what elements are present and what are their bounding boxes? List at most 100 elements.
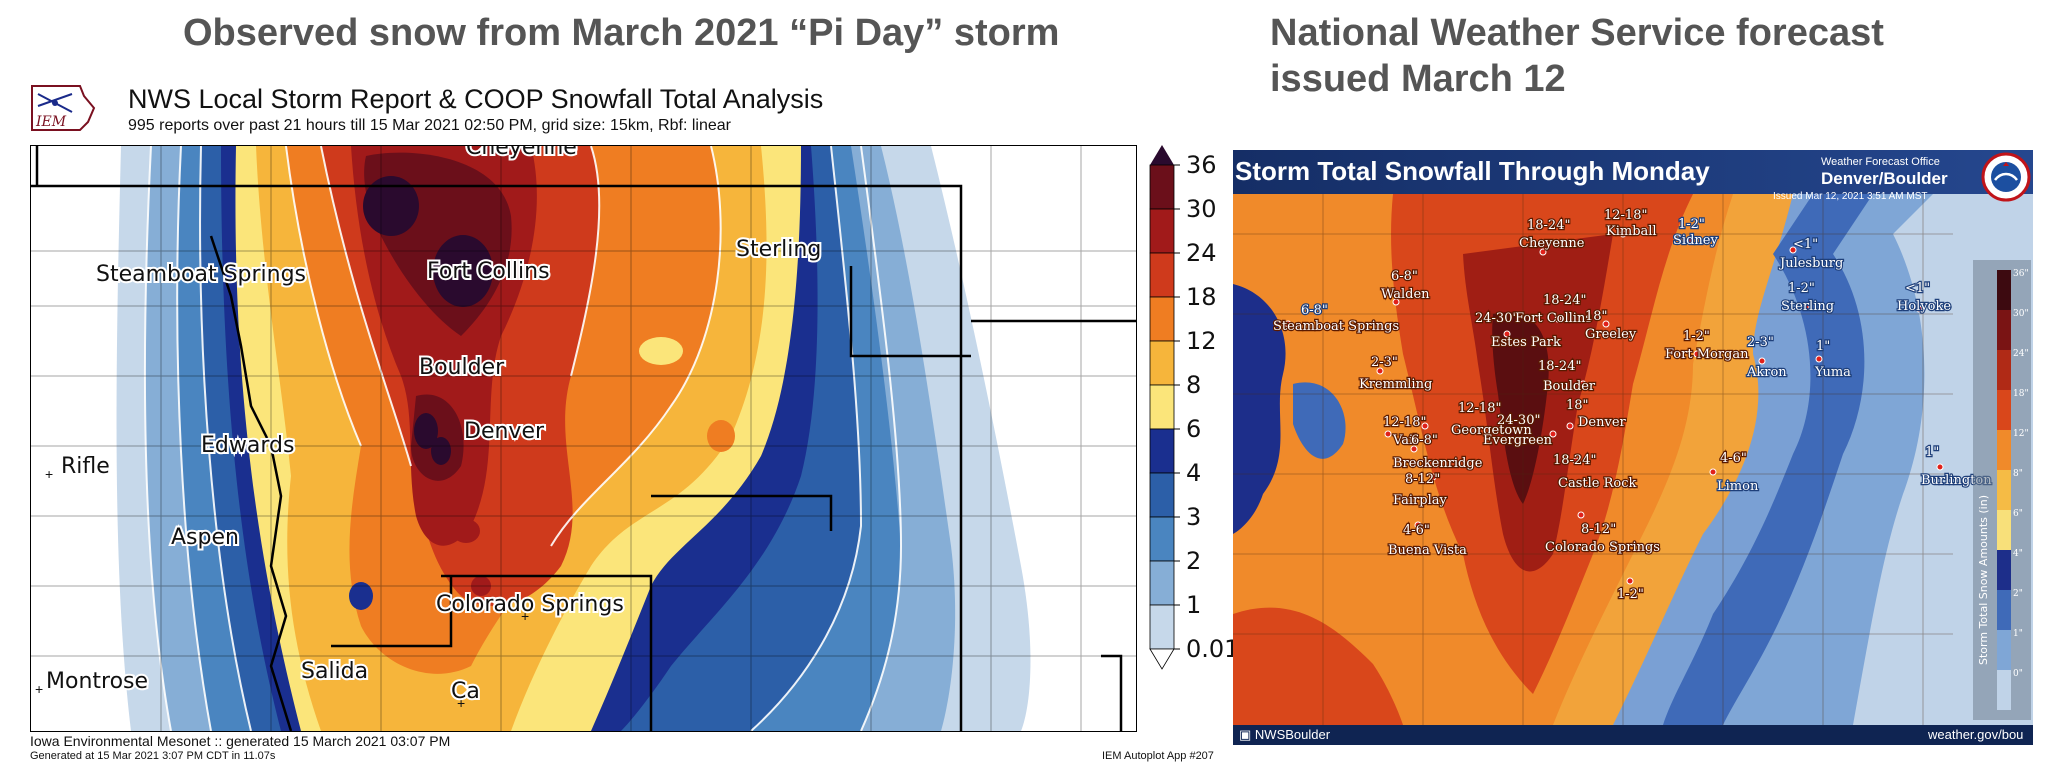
fc-limon: Limon [1717,479,1759,494]
right-heading-line1: National Weather Service forecast [1270,12,1884,54]
fc-georgetown-amt: 12-18" [1458,401,1501,416]
forecast-legend-label: 6" [2013,509,2023,519]
forecast-legend-label: 36" [2013,269,2029,279]
forecast-legend-title: Storm Total Snow Amounts (in) [1977,495,1990,665]
fc-fort-collins: Fort Collins [1515,311,1592,326]
city-ca: Ca [451,679,480,704]
forecast-legend-label: 0" [2013,669,2023,679]
forecast-legend-swatch [1997,390,2011,430]
fc-fort-morgan: Fort Morgan [1665,347,1749,362]
fc-sterling-amt: 1-2" [1788,281,1815,296]
colorbar-swatch [1149,560,1175,606]
city-aspen: Aspen [171,525,239,550]
fc-fort-morgan-amt: 1-2" [1683,329,1710,344]
fc-georgetown: Georgetown [1451,423,1532,438]
city-salida: Salida [301,659,368,684]
forecast-legend-swatch [1997,430,2011,470]
forecast-banner: Storm Total Snowfall Through Monday Weat… [1233,150,2033,194]
right-heading-line2: issued March 12 [1270,58,1566,100]
left-heading: Observed snow from March 2021 “Pi Day” s… [183,12,1060,54]
city-denver: Denver [464,419,545,444]
fc-sterling: Sterling [1781,299,1834,314]
colorbar-swatches [1149,145,1175,670]
city-steamboat-springs: Steamboat Springs [96,262,306,287]
colorbar-swatch [1149,516,1175,562]
fc-breckenridge: Breckenridge [1393,456,1483,471]
fc-yuma-amt: 1" [1816,339,1830,354]
fc-buena-amt: 4-6" [1403,523,1430,538]
fc-yuma: Yuma [1814,365,1851,380]
colorbar-label: 4 [1186,459,1201,487]
colorbar-swatch [1149,604,1175,650]
city-cheyenne: Cheyenne [466,146,577,160]
svg-text:+: + [45,466,53,482]
colorbar-label: 36 [1186,151,1217,179]
forecast-legend-label: 8" [2013,469,2023,479]
left-footer-generated: Iowa Environmental Mesonet :: generated … [30,733,451,749]
fc-limon-amt: 4-6" [1720,451,1747,466]
colorbar-swatch [1149,252,1175,298]
fc-kremmling: Kremmling [1359,377,1432,392]
fc-boulder: Boulder [1543,379,1596,394]
forecast-legend-label: 12" [2013,429,2029,439]
forecast-issued: Issued Mar 12, 2021 3:51 AM MST [1773,191,1928,202]
observed-snowfall-map: Cheyenne Sterling Steamboat Springs Fort… [30,145,1137,732]
colorbar-label: 2 [1186,547,1201,575]
forecast-legend-label: 30" [2013,309,2029,319]
colorbar-swatch [1149,208,1175,254]
fc-south-amt: 1-2" [1617,587,1644,602]
fc-steamboat: Steamboat Springs [1273,319,1399,334]
colorbar-swatch [1149,384,1175,430]
fc-castle-rock: Castle Rock [1558,476,1636,491]
fc-akron-amt: 2-3" [1747,335,1774,350]
fc-greeley-amt: 18" [1585,309,1608,324]
colorbar-label: 1 [1186,591,1201,619]
forecast-legend-swatch [1997,270,2011,310]
fc-buena-vista: Buena Vista [1388,543,1467,558]
colorbar-label: 0.01 [1186,635,1239,663]
colorbar-label: 3 [1186,503,1201,531]
fc-cheyenne-amt: 18-24" [1527,218,1570,233]
fc-denver: Denver [1578,415,1627,430]
city-edwards: Edwards [201,433,294,458]
fc-cheyenne: Cheyenne [1519,236,1585,251]
colorbar-label: 30 [1186,195,1217,223]
fc-vail-amt: 12-18" [1383,415,1426,430]
left-chart-title: NWS Local Storm Report & COOP Snowfall T… [128,84,824,114]
colorbar-bottom-arrow [1149,648,1175,670]
fc-steamboat-amt: 6-8" [1301,303,1328,318]
forecast-legend-label: 18" [2013,389,2029,399]
nws-social-handle: ▣ NWSBoulder [1239,727,1330,743]
fc-julesburg: Julesburg [1778,256,1843,271]
nws-social-handle-text: NWSBoulder [1254,727,1331,742]
colorbar-top-arrow [1150,145,1174,165]
left-chart-subtitle: 995 reports over past 21 hours till 15 M… [128,117,731,134]
forecast-office: Denver/Boulder [1821,169,1948,188]
forecast-legend-label: 1" [2013,629,2023,639]
city-boulder: Boulder [419,355,505,380]
forecast-legend-label: 2" [2013,589,2023,599]
forecast-legend: Storm Total Snow Amounts (in) 36" 30" 24" 1… [1973,260,2031,720]
city-montrose: Montrose [46,669,148,694]
forecast-office-label: Weather Forecast Office [1821,156,1940,168]
fc-fairplay: Fairplay [1393,493,1447,508]
facebook-twitter-icon: ▣ [1239,727,1255,742]
city-fort-collins: Fort Collins [427,259,550,284]
forecast-legend-swatch [1997,550,2011,590]
left-footer-app: IEM Autoplot App #207 [1102,750,1214,762]
fc-kimball-amt: 12-18" [1604,208,1647,223]
fc-julesburg-amt: <1" [1793,237,1818,252]
fc-breck-amt: 8-12" [1405,472,1440,487]
forecast-legend-swatch [1997,510,2011,550]
right-heading: National Weather Service forecast issued… [1270,10,1970,102]
forecast-snowfall-map: 12-18" Kimball 18-24" Cheyenne 1-2" Sidn… [1233,150,2033,745]
forecast-footer: ▣ NWSBoulder weather.gov/bou [1233,725,2033,745]
colorbar-label: 6 [1186,415,1201,443]
svg-text:+: + [35,681,43,697]
forecast-legend-swatch [1997,310,2011,350]
left-footer-timing: Generated at 15 Mar 2021 3:07 PM CDT in … [30,750,276,762]
colorbar-label: 8 [1186,371,1201,399]
colorbar-label: 12 [1186,327,1217,355]
colorbar-swatch [1149,428,1175,474]
fc-kremmling-amt: 2-3" [1371,355,1398,370]
